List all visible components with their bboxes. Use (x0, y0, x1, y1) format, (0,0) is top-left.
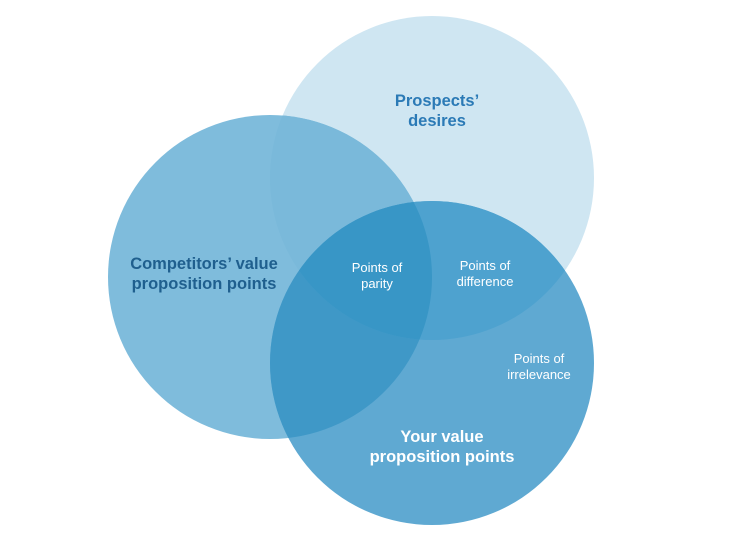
irrelevance-label-line-2: irrelevance (507, 366, 571, 382)
difference-label-line-2: difference (456, 273, 514, 289)
your-label-line-2: proposition points (369, 447, 515, 466)
competitors-value-label: Competitors’ value proposition points (114, 255, 294, 295)
prospects-desires-label: Prospects’ desires (372, 92, 502, 132)
parity-label-line-2: parity (361, 275, 393, 291)
points-of-irrelevance-label: Points of irrelevance (494, 351, 584, 382)
parity-label-line-1: Points of (351, 260, 403, 275)
competitors-label-line-2: proposition points (131, 274, 277, 293)
prospects-label-line-1: Prospects’ (394, 92, 480, 110)
difference-label-line-1: Points of (459, 258, 511, 273)
prospects-label-line-2: desires (408, 111, 466, 130)
points-of-parity-label: Points of parity (332, 260, 422, 291)
your-value-label: Your value proposition points (352, 428, 532, 468)
irrelevance-label-line-1: Points of (513, 351, 565, 366)
prospects-competitors-overlap (270, 115, 432, 340)
points-of-parity-region (270, 201, 432, 340)
competitors-label-line-1: Competitors’ value (130, 255, 278, 273)
your-label-line-1: Your value (400, 428, 484, 446)
points-of-difference-label: Points of difference (440, 258, 530, 289)
